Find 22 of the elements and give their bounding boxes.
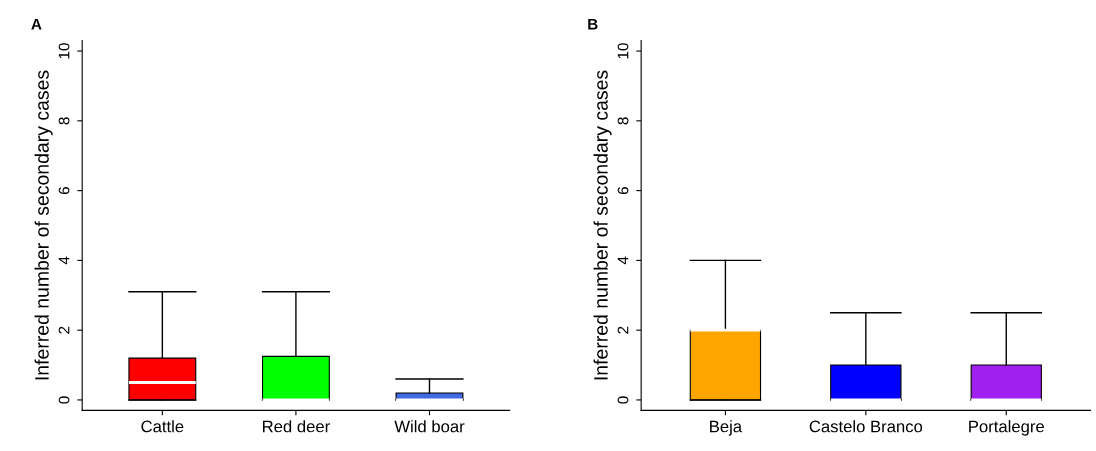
y-tick-label: 8: [58, 117, 70, 125]
y-tick-label: 10: [58, 43, 70, 59]
y-axis-title: Inferred number of secondary cases: [593, 70, 612, 380]
x-tick-label: Red deer: [263, 420, 330, 433]
chart-title: B: [588, 18, 598, 30]
x-tick-label: Beja: [710, 420, 743, 436]
y-tick-label: 6: [58, 187, 70, 195]
y-axis-title: Inferred number of secondary cases: [34, 70, 53, 380]
x-tick-label: Wild boar: [394, 420, 465, 433]
y-tick-label: 2: [617, 326, 629, 334]
y-tick-label: 6: [617, 187, 629, 195]
y-tick-label: 8: [617, 117, 629, 125]
x-tick-label: Cattle: [141, 420, 184, 433]
x-tick-label: Portalegre: [969, 420, 1044, 436]
y-tick-label: 0: [58, 396, 70, 404]
y-tick-label: 2: [58, 326, 70, 334]
y-tick-label: 10: [617, 43, 629, 59]
x-tick-label: Castelo Branco: [809, 420, 923, 433]
y-tick-label: 4: [617, 256, 629, 265]
y-tick-label: 4: [58, 256, 70, 265]
chart-title: A: [31, 18, 42, 30]
y-tick-label: 0: [617, 396, 629, 404]
